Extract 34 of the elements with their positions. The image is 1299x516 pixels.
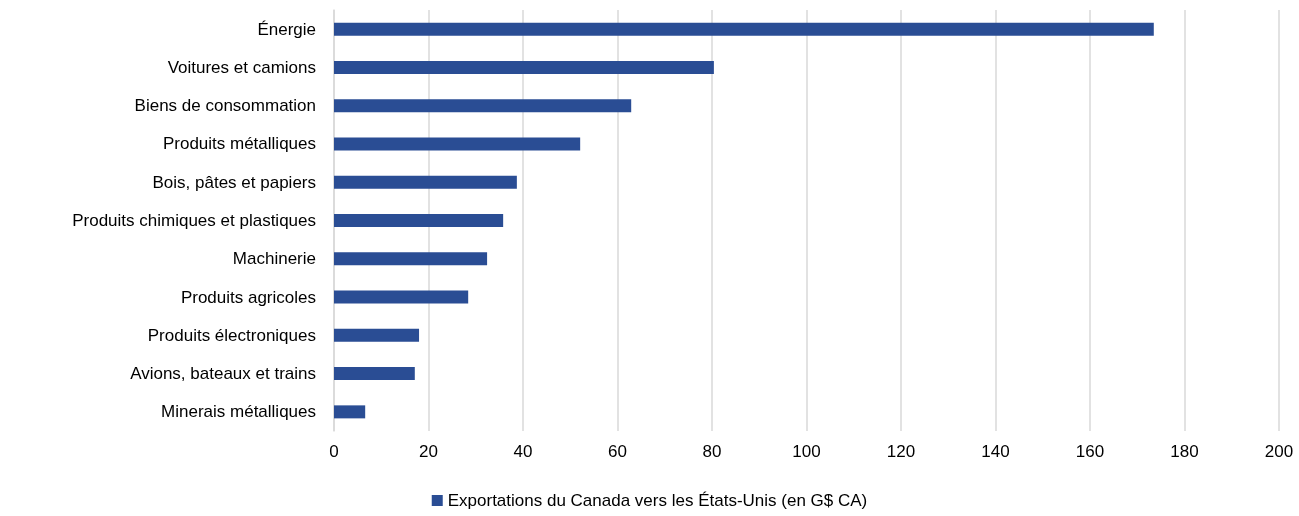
bar	[334, 22, 1154, 36]
bar	[334, 175, 517, 189]
x-tick-label: 200	[1264, 442, 1294, 461]
x-tick-label: 180	[1170, 442, 1199, 461]
y-tick-label: Avions, bateaux et trains	[130, 364, 316, 384]
x-tick-label: 100	[792, 442, 821, 461]
y-tick-label: Biens de consommation	[134, 96, 316, 116]
y-tick-label: Produits électroniques	[147, 325, 316, 345]
y-tick-label: Machinerie	[232, 249, 316, 269]
x-tick-label: 60	[608, 442, 627, 461]
bar	[334, 137, 581, 151]
bar	[334, 252, 488, 266]
y-tick-label: Produits agricoles	[180, 287, 316, 307]
x-tick-label: 120	[886, 442, 916, 461]
y-tick-label: Bois, pâtes et papiers	[152, 172, 316, 192]
x-tick-label: 40	[513, 442, 533, 461]
y-tick-label: Énergie	[257, 19, 316, 39]
x-tick-label: 0	[329, 442, 339, 461]
bar	[334, 99, 632, 113]
x-tick-label: 80	[702, 442, 722, 461]
y-tick-label: Voitures et camions	[167, 57, 316, 77]
y-tick-label: Minerais métalliques	[161, 402, 316, 422]
y-tick-label: Produits chimiques et plastiques	[72, 211, 316, 230]
bar	[334, 405, 366, 419]
bar	[334, 214, 504, 227]
bar	[334, 328, 420, 342]
bar	[334, 367, 415, 381]
x-tick-label: 140	[981, 442, 1010, 461]
bar	[334, 60, 714, 74]
x-tick-label: 160	[1075, 442, 1105, 461]
bar	[334, 290, 469, 304]
legend-label: Exportations du Canada vers les États-Unis (en G$ CA)	[447, 491, 868, 510]
y-tick-label: Produits métalliques	[162, 134, 316, 154]
x-tick-label: 20	[419, 442, 438, 461]
